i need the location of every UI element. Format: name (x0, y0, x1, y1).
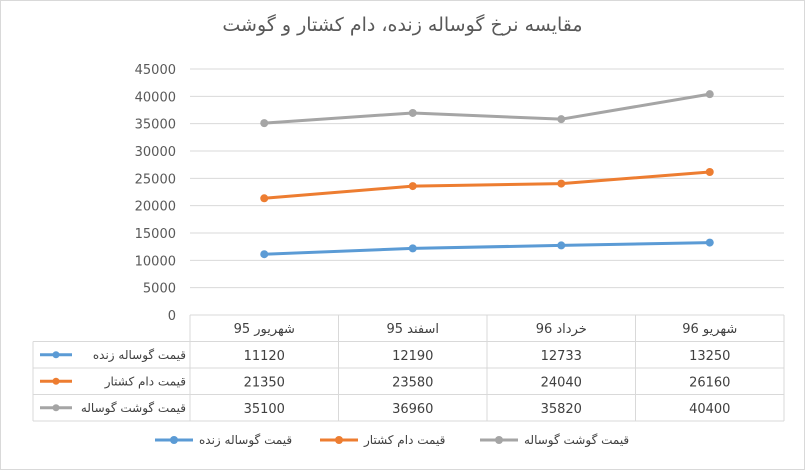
data-point (260, 250, 269, 259)
table-value: 40400 (689, 402, 730, 417)
row-series-name: قیمت گوساله زنده (93, 348, 186, 363)
legend-label: قیمت گوساله زنده (199, 433, 292, 448)
y-tick-label: 35000 (135, 118, 176, 133)
legend-marker (495, 436, 503, 444)
y-tick-label: 0 (168, 309, 176, 324)
legend-label: قیمت دام کشتار (363, 433, 445, 448)
table-value: 36960 (392, 402, 433, 417)
row-legend-marker (52, 351, 60, 359)
data-point (260, 194, 269, 203)
y-tick-label: 40000 (135, 90, 176, 105)
gridlines (190, 68, 784, 316)
table-value: 26160 (689, 375, 730, 390)
series-lines (260, 90, 714, 259)
category-label: خرداد 96 (536, 322, 587, 337)
row-series-name: قیمت دام کشتار (104, 374, 186, 389)
series-line (264, 241, 710, 256)
table-value: 13250 (689, 349, 730, 364)
category-label: اسفند 95 (386, 322, 439, 337)
legend-marker (335, 436, 343, 444)
y-tick-label: 10000 (135, 254, 176, 269)
row-legend-marker (52, 404, 60, 412)
y-tick-label: 15000 (135, 227, 176, 242)
data-point (260, 119, 269, 128)
data-point (408, 108, 417, 117)
chart-title: مقایسه نرخ گوساله زنده، دام کشتار و گوشت (222, 14, 583, 36)
table-value: 24040 (541, 375, 582, 390)
table-value: 35100 (244, 402, 285, 417)
series-line (264, 170, 710, 200)
data-point (557, 115, 566, 124)
data-point (705, 238, 714, 247)
data-table: شهریور 95 اسفند 95 خرداد 96 شهریو 96 قیمت گو… (32, 315, 785, 422)
legend-label: قیمت گوشت گوساله (524, 433, 629, 448)
table-value: 12733 (541, 349, 582, 364)
table-value: 11120 (244, 349, 285, 364)
y-tick-label: 45000 (135, 63, 176, 78)
category-label: شهریور 95 (234, 322, 295, 337)
y-tick-label: 25000 (135, 172, 176, 187)
data-point (408, 182, 417, 191)
data-point (557, 241, 566, 250)
y-tick-label: 30000 (135, 145, 176, 160)
y-axis-ticks: 0 5000 10000 15000 20000 25000 30000 35000 40000… (135, 63, 176, 324)
category-label: شهریو 96 (682, 322, 737, 337)
legend-marker (170, 436, 178, 444)
table-value: 23580 (392, 375, 433, 390)
series-line (264, 92, 710, 125)
table-value: 35820 (541, 402, 582, 417)
data-point (557, 179, 566, 188)
table-value: 12190 (392, 349, 433, 364)
y-tick-label: 20000 (135, 200, 176, 215)
data-point (705, 167, 714, 176)
y-tick-label: 5000 (143, 282, 176, 297)
row-legend-marker (52, 377, 60, 385)
row-series-name: قیمت گوشت گوساله (81, 401, 186, 416)
data-point (705, 90, 714, 99)
table-value: 21350 (244, 375, 285, 390)
data-point (408, 244, 417, 253)
legend: قیمت گوساله زنده قیمت دام کشتار قیمت گوشت … (155, 433, 629, 448)
